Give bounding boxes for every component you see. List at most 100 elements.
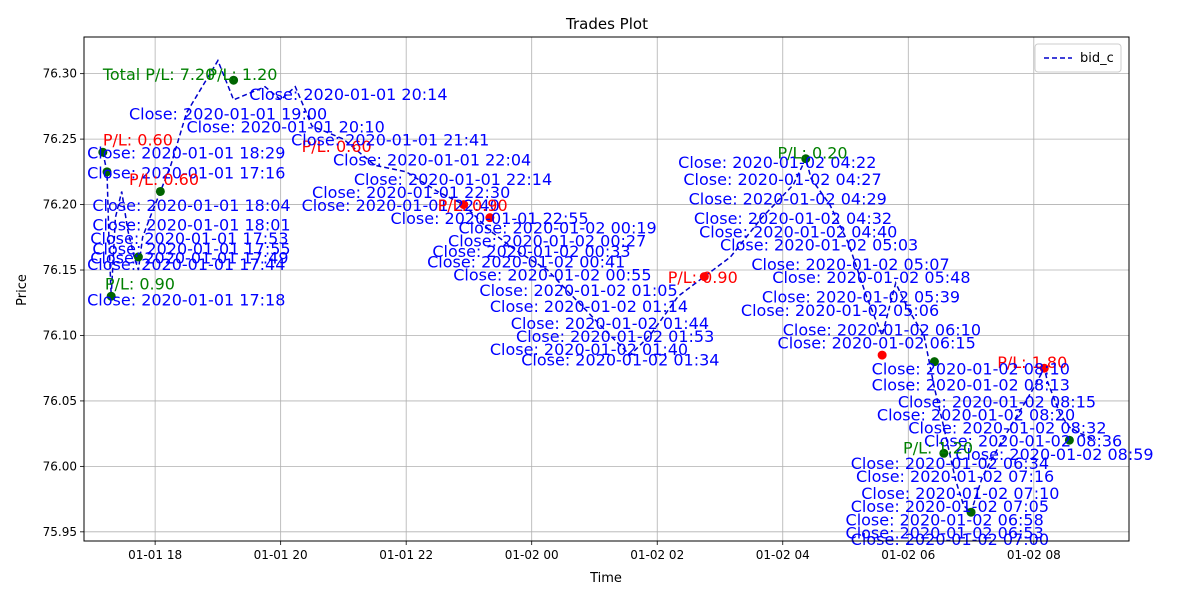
x-tick-label: 01-01 18 bbox=[128, 548, 182, 562]
trade-annotation: Close: 2020-01-01 17:44 bbox=[87, 255, 285, 274]
y-tick-label: 75.95 bbox=[43, 525, 77, 539]
trade-annotation: P/L: 0.60 bbox=[302, 137, 372, 156]
legend-label-bid-c: bid_c bbox=[1080, 51, 1114, 66]
trade-markers bbox=[98, 75, 1074, 517]
x-tick-label: 01-02 08 bbox=[1007, 548, 1061, 562]
chart-title: Trades Plot bbox=[565, 15, 648, 33]
trade-annotation: P/L: 0.90 bbox=[105, 275, 175, 294]
trade-annotation: Close: 2020-01-02 06:15 bbox=[778, 334, 976, 353]
trade-marker bbox=[966, 507, 976, 517]
x-tick-label: 01-01 20 bbox=[254, 548, 308, 562]
trade-annotation: Close: 2020-01-01 22:30 bbox=[312, 183, 510, 202]
trade-marker bbox=[1039, 363, 1049, 373]
trade-annotation: Close: 2020-01-02 01:44 bbox=[511, 314, 709, 333]
x-axis-ticks: 01-01 18 01-01 20 01-01 22 01-02 00 01-02 02… bbox=[128, 541, 1061, 562]
trade-annotation: Close: 2020-01-02 00:55 bbox=[453, 265, 651, 284]
trade-annotation: Close: 2020-01-02 01:05 bbox=[479, 281, 677, 300]
legend-box bbox=[1034, 43, 1122, 73]
trade-annotation: P/L: 0.60 bbox=[129, 170, 199, 189]
trade-annotation: Close: 2020-01-02 01:40 bbox=[490, 340, 688, 359]
trade-annotation: Close: 2020-01-02 07:00 bbox=[851, 530, 1049, 549]
trade-annotation: Close: 2020-01-02 08:10 bbox=[872, 360, 1070, 379]
trade-annotation: P/L: 1.20 bbox=[903, 438, 973, 457]
trade-marker bbox=[801, 154, 811, 164]
y-axis-label: Price bbox=[15, 274, 30, 306]
y-tick-label: 76.30 bbox=[43, 67, 77, 81]
trade-annotation: Close: 2020-01-02 05:03 bbox=[720, 235, 918, 254]
series-layer bbox=[102, 58, 1096, 514]
trade-annotation: Close: 2020-01-02 07:05 bbox=[851, 497, 1049, 516]
y-tick-label: 76.20 bbox=[43, 198, 77, 212]
trade-annotation: Close: 2020-01-01 18:01 bbox=[92, 216, 290, 235]
trade-annotation: Close: 2020-01-01 22:14 bbox=[354, 170, 552, 189]
trade-annotation: P/L: 0.20 bbox=[778, 144, 848, 163]
trade-annotation: Close: 2020-01-02 04:32 bbox=[694, 209, 892, 228]
trade-annotation: Close: 2020-01-01 17:53 bbox=[90, 229, 288, 248]
trade-annotation: Close: 2020-01-02 01:53 bbox=[516, 327, 714, 346]
trade-annotation: Close: 2020-01-02 08:32 bbox=[908, 419, 1106, 438]
trade-marker bbox=[102, 167, 112, 177]
trade-annotation: Close: 2020-01-01 21:41 bbox=[291, 131, 489, 150]
trade-annotation: Close: 2020-01-02 05:39 bbox=[762, 288, 960, 307]
trade-marker bbox=[98, 147, 108, 157]
trade-annotation: Close: 2020-01-01 19:00 bbox=[129, 104, 327, 123]
x-tick-label: 01-01 22 bbox=[379, 548, 433, 562]
trade-annotation: P/L: 0.90 bbox=[438, 196, 508, 215]
trade-annotation: P/L: 1.20 bbox=[207, 65, 277, 84]
trade-annotation: Close: 2020-01-02 04:22 bbox=[678, 153, 876, 172]
trade-annotation: Close: 2020-01-01 17:18 bbox=[87, 290, 285, 309]
axes-frame bbox=[83, 36, 1130, 542]
grid bbox=[84, 37, 1129, 541]
y-tick-label: 76.25 bbox=[43, 132, 77, 146]
trade-annotation: Close: 2020-01-01 20:14 bbox=[249, 85, 447, 104]
trade-marker bbox=[699, 272, 709, 282]
trade-annotation: Close: 2020-01-02 06:58 bbox=[846, 510, 1044, 529]
trade-annotation: Close: 2020-01-01 22:55 bbox=[390, 209, 588, 228]
trade-annotation: Close: 2020-01-02 08:36 bbox=[924, 432, 1122, 451]
trade-annotation: Close: 2020-01-02 04:27 bbox=[683, 170, 881, 189]
y-tick-label: 76.05 bbox=[43, 394, 77, 408]
trade-annotation: Close: 2020-01-02 07:10 bbox=[861, 484, 1059, 503]
trade-annotation: Close: 2020-01-02 05:06 bbox=[741, 301, 939, 320]
x-tick-label: 01-02 04 bbox=[756, 548, 810, 562]
trade-marker bbox=[133, 252, 143, 262]
trade-annotation: P/L: 0.60 bbox=[103, 131, 173, 150]
trade-annotation: P/L: 0.90 bbox=[668, 268, 738, 287]
trade-annotation: Close: 2020-01-01 22:04 bbox=[333, 150, 531, 169]
trade-annotation: Close: 2020-01-01 18:29 bbox=[87, 144, 285, 163]
trade-annotation: Close: 2020-01-02 00:19 bbox=[458, 218, 656, 237]
trade-annotation: Close: 2020-01-01 18:04 bbox=[92, 196, 290, 215]
trade-marker bbox=[1064, 435, 1074, 445]
trade-annotation: Close: 2020-01-01 17:16 bbox=[87, 163, 285, 182]
y-tick-label: 76.10 bbox=[43, 328, 77, 342]
trade-annotation: Close: 2020-01-02 08:59 bbox=[955, 445, 1153, 464]
trade-annotation: Close: 2020-01-02 01:34 bbox=[521, 351, 719, 370]
trade-marker bbox=[155, 186, 165, 196]
trade-annotation: Close: 2020-01-02 04:40 bbox=[699, 222, 897, 241]
trade-annotation: Close: 2020-01-02 00:33 bbox=[432, 242, 630, 261]
y-axis-ticks: 75.95 76.00 76.05 76.10 76.15 76.20 76.25 76.30 bbox=[43, 67, 84, 539]
trade-marker bbox=[459, 200, 469, 210]
trade-annotation: Close: 2020-01-02 00:27 bbox=[448, 231, 646, 250]
trade-annotation: Close: 2020-01-02 00:41 bbox=[427, 252, 625, 271]
trade-annotation: Close: 2020-01-01 20:10 bbox=[187, 118, 385, 137]
trade-marker bbox=[229, 75, 239, 85]
x-tick-label: 01-02 02 bbox=[630, 548, 684, 562]
trade-annotation: Close: 2020-01-02 05:48 bbox=[772, 268, 970, 287]
trade-annotation: Close: 2020-01-01 17:55 bbox=[92, 239, 290, 258]
trade-annotation: Close: 2020-01-02 06:10 bbox=[783, 320, 981, 339]
trade-annotation: Close: 2020-01-02 07:16 bbox=[856, 467, 1054, 486]
trade-marker bbox=[877, 350, 887, 360]
trade-annotation: Close: 2020-01-02 06:53 bbox=[846, 523, 1044, 542]
x-axis-label: Time bbox=[589, 571, 622, 586]
trade-annotation: Close: 2020-01-02 04:29 bbox=[689, 190, 887, 209]
trade-annotation: Close: 2020-01-02 01:14 bbox=[490, 297, 688, 316]
trade-marker bbox=[939, 448, 949, 458]
trade-annotation: Close: 2020-01-02 08:13 bbox=[872, 375, 1070, 394]
trade-marker bbox=[485, 213, 495, 223]
x-tick-label: 01-02 06 bbox=[881, 548, 935, 562]
